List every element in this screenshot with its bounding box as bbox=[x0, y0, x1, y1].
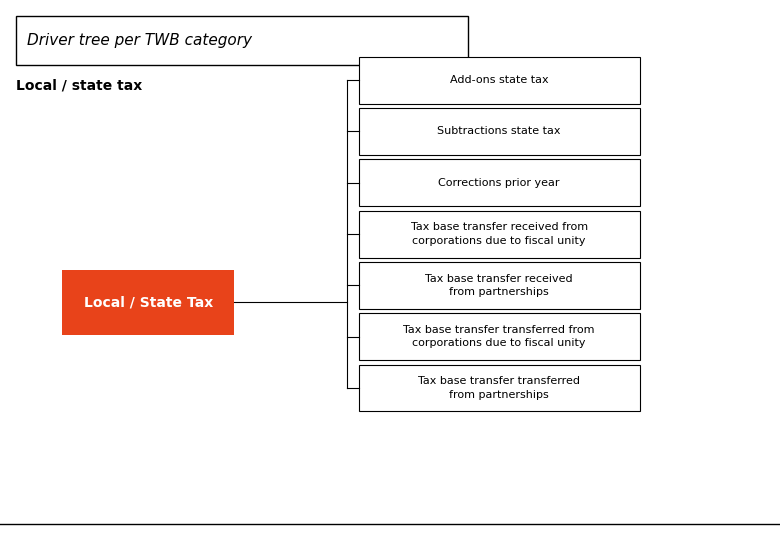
Text: Local / State Tax: Local / State Tax bbox=[83, 295, 213, 309]
Text: Tax base transfer transferred
from partnerships: Tax base transfer transferred from partn… bbox=[418, 376, 580, 400]
FancyBboxPatch shape bbox=[16, 16, 468, 65]
FancyBboxPatch shape bbox=[359, 211, 640, 258]
FancyBboxPatch shape bbox=[359, 159, 640, 206]
FancyBboxPatch shape bbox=[359, 108, 640, 155]
Text: Corrections prior year: Corrections prior year bbox=[438, 178, 560, 188]
FancyBboxPatch shape bbox=[359, 262, 640, 309]
Text: Subtractions state tax: Subtractions state tax bbox=[438, 126, 561, 137]
Text: Tax base transfer received from
corporations due to fiscal unity: Tax base transfer received from corporat… bbox=[410, 222, 588, 246]
Text: Tax base transfer transferred from
corporations due to fiscal unity: Tax base transfer transferred from corpo… bbox=[403, 325, 595, 348]
Text: Driver tree per TWB category: Driver tree per TWB category bbox=[27, 33, 252, 48]
FancyBboxPatch shape bbox=[359, 364, 640, 411]
FancyBboxPatch shape bbox=[359, 57, 640, 104]
Text: Add-ons state tax: Add-ons state tax bbox=[450, 75, 548, 85]
Text: Tax base transfer received
from partnerships: Tax base transfer received from partners… bbox=[425, 274, 573, 297]
Text: Local / state tax: Local / state tax bbox=[16, 78, 142, 92]
FancyBboxPatch shape bbox=[359, 313, 640, 360]
FancyBboxPatch shape bbox=[62, 270, 234, 335]
